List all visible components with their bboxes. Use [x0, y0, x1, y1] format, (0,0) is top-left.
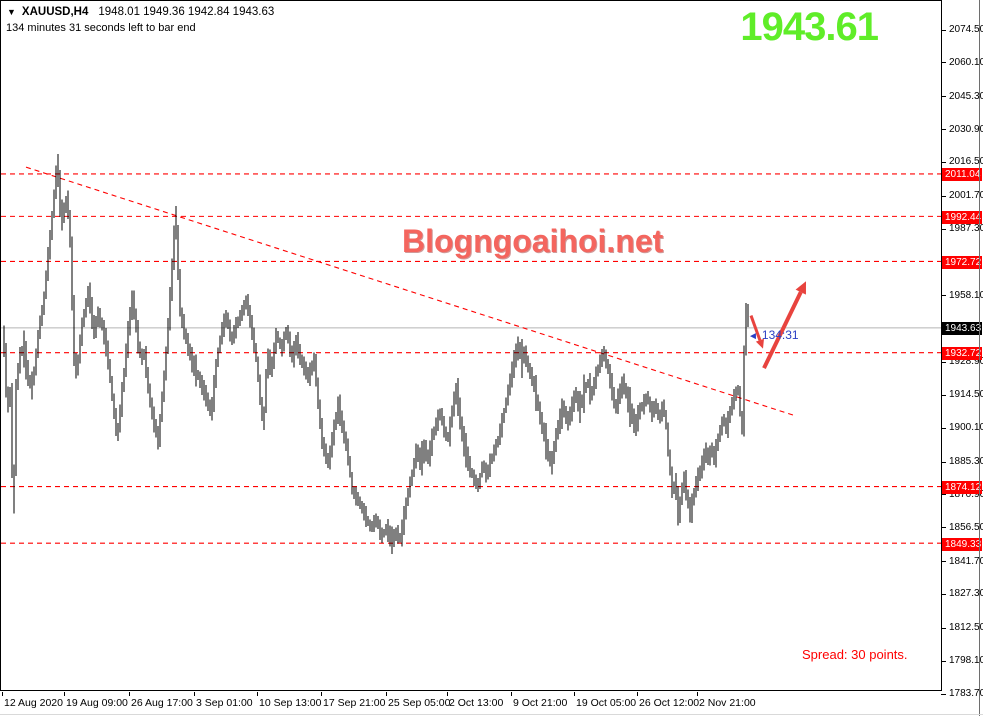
price-tick-label: 2030.90 — [949, 123, 983, 135]
price-tick-label: 1987.30 — [949, 223, 983, 235]
price-tick-label: 2060.10 — [949, 56, 983, 68]
rally-arrow-up-head — [795, 281, 806, 295]
time-tick — [574, 692, 575, 696]
price-tick-label: 1900.10 — [949, 422, 983, 434]
ohlc-bars — [3, 154, 749, 555]
window-right-border — [979, 0, 980, 716]
price-tick — [941, 628, 946, 629]
time-tick-label: 3 Sep 01:00 — [196, 697, 253, 709]
candle-countdown-value: 134:31 — [761, 327, 799, 342]
rally-arrow-up[interactable] — [762, 291, 803, 369]
price-tick-label: 1885.30 — [949, 456, 983, 467]
price-tick-label: 1798.10 — [949, 655, 983, 667]
price-tick — [941, 229, 946, 230]
price-tick — [941, 30, 946, 31]
price-tick — [941, 129, 946, 130]
price-tick — [941, 561, 946, 562]
price-tick — [941, 295, 946, 296]
symbol-marker-icon: ▼ — [7, 7, 16, 17]
price-tick — [941, 162, 946, 163]
price-tick — [941, 62, 946, 63]
price-tick — [941, 694, 946, 695]
spread-note: Spread: 30 points. — [802, 647, 908, 662]
price-tick-label: 1870.90 — [949, 488, 983, 500]
time-tick-label: 19 Aug 09:00 — [66, 697, 128, 709]
level-price-label: 1992.44 — [942, 210, 982, 224]
price-tick-label: 1841.70 — [949, 555, 983, 567]
current-price-label: 1943.63 — [942, 322, 982, 336]
price-tick — [941, 96, 946, 97]
time-tick-label: 10 Sep 13:00 — [259, 697, 322, 709]
time-tick — [386, 692, 387, 696]
price-tick — [941, 661, 946, 662]
time-tick-label: 26 Oct 12:00 — [639, 697, 700, 709]
ohlc-values: 1948.01 1949.36 1942.84 1943.63 — [98, 6, 275, 18]
level-price-label: 1972.72 — [942, 255, 982, 269]
price-tick — [941, 362, 946, 363]
price-marker-icon: ◄ — [748, 330, 758, 342]
price-tick-label: 2074.50 — [949, 24, 983, 35]
chart-area[interactable]: ▼ XAUUSD,H4 1948.01 1949.36 1942.84 1943.6… — [0, 0, 942, 691]
price-tick-label: 1914.50 — [949, 389, 983, 401]
candlestick-canvas[interactable] — [1, 1, 941, 690]
time-tick — [697, 692, 698, 696]
level-price-label: 2011.04 — [942, 168, 982, 182]
candle-countdown-badge: ◄ 134:31 — [748, 328, 799, 342]
price-tick-label: 1856.50 — [949, 521, 983, 533]
price-tick-label: 1827.30 — [949, 588, 983, 600]
price-tick-label: 2016.50 — [949, 156, 983, 168]
time-tick-label: 9 Oct 21:00 — [513, 697, 568, 709]
price-tick — [941, 527, 946, 528]
time-tick — [321, 692, 322, 696]
pullback-arrow-down-head — [755, 338, 764, 349]
current-price-display: 1943.61 — [740, 5, 879, 49]
time-tick-label: 25 Sep 05:00 — [388, 697, 451, 709]
symbol-label: XAUUSD,H4 — [21, 6, 89, 18]
price-tick — [941, 428, 946, 429]
time-tick-label: 17 Sep 21:00 — [323, 697, 386, 709]
level-price-label: 1874.12 — [942, 481, 982, 495]
time-tick — [64, 692, 65, 696]
time-tick — [194, 692, 195, 696]
price-tick-label: 2045.30 — [949, 90, 983, 102]
window-bottom-edge — [0, 714, 983, 715]
descending-trendline[interactable] — [25, 166, 797, 417]
time-tick-label: 19 Oct 05:00 — [576, 697, 637, 709]
price-tick-label: 1812.50 — [949, 622, 983, 634]
time-tick — [129, 692, 130, 696]
time-tick — [2, 692, 3, 696]
time-axis[interactable]: 12 Aug 2020 19 Aug 09:00 26 Aug 17:00 3 Sep… — [0, 691, 941, 716]
price-tick-label: 2001.70 — [949, 190, 983, 202]
pullback-arrow-down[interactable] — [749, 315, 762, 341]
price-tick — [941, 395, 946, 396]
time-tick — [257, 692, 258, 696]
price-tick-label: 1783.70 — [949, 688, 983, 699]
level-price-label: 1849.33 — [942, 537, 982, 551]
watermark-text: Blogngoaihoi.net — [402, 223, 664, 259]
time-tick — [637, 692, 638, 696]
level-price-label: 1932.72 — [942, 347, 982, 361]
time-tick-label: 2 Oct 13:00 — [449, 697, 504, 709]
price-tick — [941, 594, 946, 595]
bar-countdown-text: 134 minutes 31 seconds left to bar end — [6, 22, 196, 34]
time-tick-label: 2 Nov 21:00 — [699, 697, 756, 709]
time-tick-label: 12 Aug 2020 — [4, 697, 63, 709]
price-tick-label: 1928.90 — [949, 356, 983, 368]
price-tick-label: 1958.10 — [949, 289, 983, 301]
price-tick — [941, 196, 946, 197]
time-tick-label: 26 Aug 17:00 — [131, 697, 193, 709]
chart-header: ▼ XAUUSD,H4 1948.01 1949.36 1942.84 1943.6… — [7, 6, 274, 18]
price-tick — [941, 494, 946, 495]
price-axis[interactable]: 2074.50 2060.10 2045.30 2030.90 2016.50 2001.… — [941, 0, 983, 716]
price-tick — [941, 462, 946, 463]
time-tick — [447, 692, 448, 696]
time-tick — [511, 692, 512, 696]
